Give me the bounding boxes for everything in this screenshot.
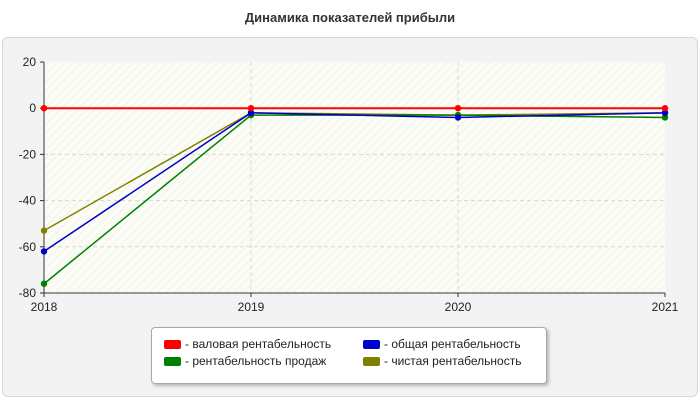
legend-item-sales-profitability: - рентабельность продаж [164,354,326,368]
series-line-3 [43,112,666,232]
legend-label-net: - чистая рентабельность [384,354,522,368]
chart-title: Динамика показателей прибыли [244,10,456,25]
series-point-0 [661,105,669,112]
series-point-1 [40,248,48,255]
x-tick-label: 2019 [238,300,265,314]
series-point-0 [40,105,48,112]
series-point-2 [40,280,48,287]
series-point-0 [247,105,255,112]
x-tick-label: 2018 [31,300,58,314]
y-tick-label: 20 [23,55,37,69]
legend-swatch-overall [363,339,380,349]
chart-legend: - валовая рентабельность - общая рентабе… [151,327,547,384]
legend-item-gross-profitability: - валовая рентабельность [164,337,331,351]
legend-label-gross: - валовая рентабельность [185,337,332,351]
series-point-1 [661,109,669,117]
y-tick-label: -40 [19,194,37,208]
x-tick-label: 2020 [445,300,472,314]
legend-swatch-net [363,356,380,366]
legend-label-overall: - общая рентабельность [384,337,521,351]
series-point-3 [40,227,48,234]
series-line-1 [43,112,666,253]
y-tick-label: -60 [19,240,37,254]
legend-swatch-gross [164,339,181,349]
y-tick-label: -80 [19,286,37,300]
legend-swatch-sales [164,356,181,366]
series-point-1 [247,109,255,117]
plot-area [44,62,665,293]
series-point-0 [454,105,462,112]
legend-item-overall-profitability: - общая рентабельность [363,337,521,351]
x-tick-label: 2021 [652,300,679,314]
legend-item-net-profitability: - чистая рентабельность [363,354,521,368]
series-point-2 [661,114,669,121]
series-point-1 [454,114,462,121]
y-tick-label: -20 [19,147,37,161]
legend-label-sales: - рентабельность продаж [185,354,327,368]
y-tick-label: 0 [29,101,36,115]
